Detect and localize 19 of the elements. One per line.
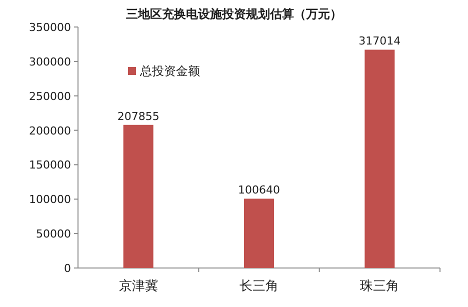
bar [244,198,274,268]
y-tick-label: 250000 [29,90,71,103]
y-tick-label: 350000 [29,21,71,34]
x-tick-label: 长三角 [240,279,278,294]
y-tick-label: 100000 [29,193,71,206]
bar [364,50,395,268]
y-tick-label: 150000 [29,158,71,172]
y-tick-label: 0 [64,262,71,275]
y-tick-label: 200000 [29,124,71,138]
y-tick-label: 300000 [29,55,71,68]
chart-title: 三地区充换电设施投资规划估算（万元） [126,7,342,21]
y-tick-label: 50000 [36,228,71,241]
data-label: 207855 [117,110,160,123]
data-label: 317014 [358,34,401,48]
legend-label: 总投资金额 [139,64,200,78]
x-tick-label: 京津冀 [118,279,158,294]
bar [123,124,154,268]
x-tick-label: 珠三角 [360,279,400,294]
data-label: 100640 [238,184,280,197]
